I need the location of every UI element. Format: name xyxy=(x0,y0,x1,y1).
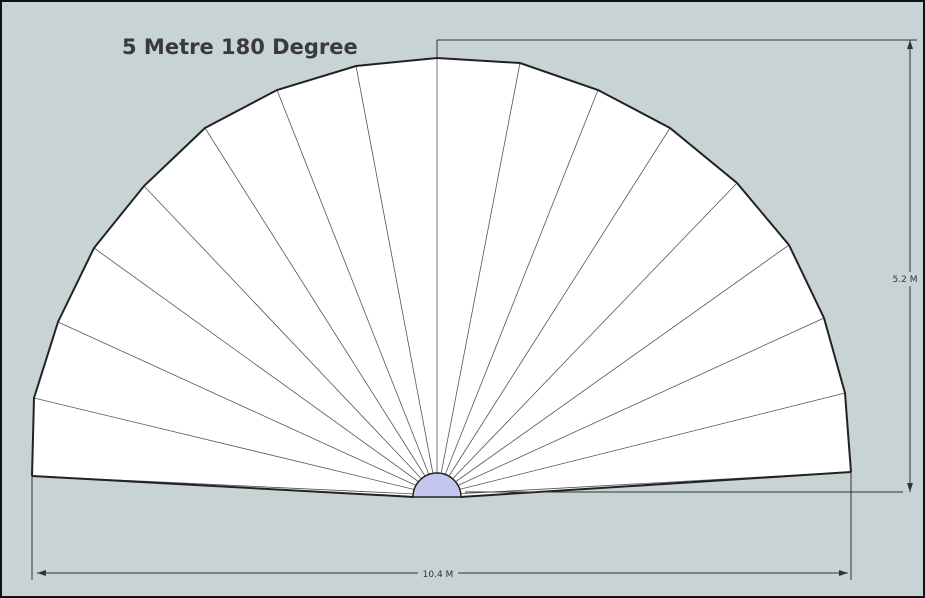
rib xyxy=(143,185,438,496)
canopy xyxy=(32,58,851,497)
rib xyxy=(33,397,438,496)
rib xyxy=(436,317,825,496)
label-bg xyxy=(418,567,458,580)
width-label: 10.4 M xyxy=(423,570,454,580)
base-edge xyxy=(459,471,852,498)
fan xyxy=(31,56,852,498)
rib xyxy=(436,392,846,496)
base-edge xyxy=(31,475,415,498)
title: 5 Metre 180 Degree xyxy=(122,35,358,59)
rib xyxy=(355,65,438,496)
rib xyxy=(436,244,790,496)
rib xyxy=(93,247,438,496)
rib xyxy=(436,182,738,496)
rib xyxy=(436,127,671,496)
height-label: 5.2 M xyxy=(893,275,918,285)
rib xyxy=(436,62,521,496)
label-bg xyxy=(888,272,922,286)
rib xyxy=(436,89,599,496)
rib xyxy=(57,321,438,496)
rib xyxy=(276,89,438,496)
rib xyxy=(204,127,438,496)
hub xyxy=(412,472,462,498)
